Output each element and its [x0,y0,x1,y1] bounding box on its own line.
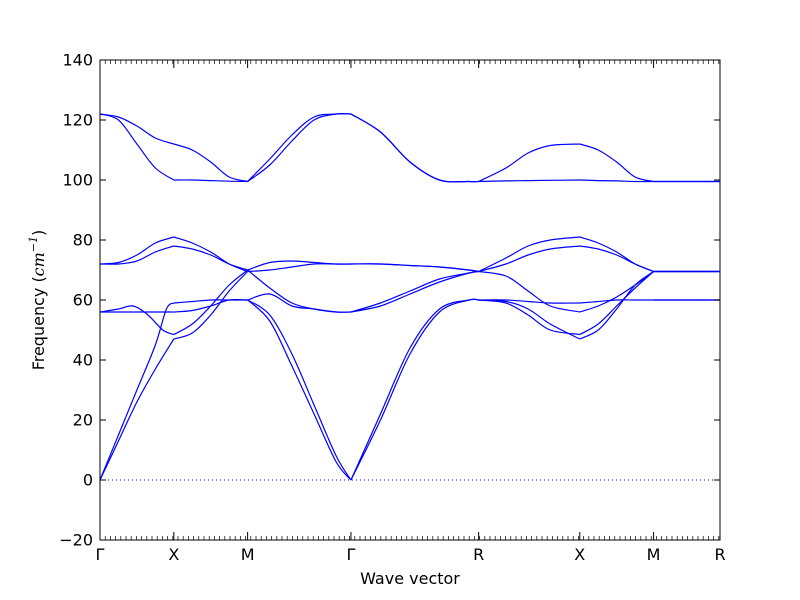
band-line-seg1-b7 [173,143,248,183]
y-tick-label: 20 [73,411,93,430]
band-line-seg5-b5 [579,236,654,273]
band-line-seg4-b0 [478,299,581,340]
band-line-seg0-b1 [99,302,175,481]
band-line-seg4-b1 [478,299,580,304]
x-tick-label: X [168,545,179,564]
y-ticks-layer: −20 0 20 40 60 80 100 120 140 [59,51,720,550]
x-tick-label: R [714,545,725,564]
band-line-seg4-b7 [478,143,580,183]
y-tick-label: 140 [62,51,93,70]
y-tick-label: 80 [73,231,93,250]
band-line-seg4-b3 [478,270,580,313]
x-tick-label: Γ [96,545,105,564]
x-tick-label: R [473,545,484,564]
band-line-seg2-b5 [247,263,351,273]
band-line-seg2-b3 [247,269,351,313]
band-line-seg5-b2 [579,271,654,313]
band-line-seg0-b0 [99,338,175,481]
band-line-seg5-b1 [579,271,654,336]
band-line-seg5-b7 [579,143,654,183]
y-tick-label: 0 [83,471,93,490]
x-tick-label: M [647,545,661,564]
band-line-seg0-b3 [99,305,175,336]
band-line-seg5-b3 [579,299,654,304]
y-tick-label: −20 [59,531,93,550]
x-tick-label: X [574,545,585,564]
x-axis-label: Wave vector [360,569,460,588]
band-line-seg2-b0 [247,299,352,481]
band-line-seg1-b3 [173,299,248,304]
plot-frame [99,59,721,541]
band-line-seg3-b7 [350,113,479,183]
y-tick-label: 100 [62,171,93,190]
band-line-seg4-b5 [478,236,580,273]
band-line-seg2-b7 [247,113,351,182]
band-line-seg4-b4 [478,245,580,273]
band-line-seg2-b1 [247,299,352,481]
y-axis-label: Frequency (cm−1) [27,230,48,371]
y-tick-label: 120 [62,111,93,130]
band-line-seg0-b6 [99,113,175,181]
x-tick-label: Γ [346,545,355,564]
band-line-seg4-b6 [478,179,580,183]
minor-ticks-layer [99,60,720,540]
band-line-seg0-b5 [99,236,174,265]
band-line-seg1-b6 [173,179,248,183]
band-line-seg3-b1 [350,298,479,481]
band-line-seg0-b7 [99,113,174,145]
band-line-seg1-b0 [173,271,249,340]
band-line-seg5-b0 [579,271,654,340]
y-tick-label: 40 [73,351,93,370]
band-line-seg4-b2 [478,299,580,336]
band-line-seg3-b3 [350,270,479,313]
band-line-seg1-b5 [173,236,248,273]
bands-layer [99,112,720,481]
band-line-seg5-b6 [579,179,654,183]
y-tick-label: 60 [73,291,93,310]
x-tick-label: M [241,545,255,564]
band-line-seg3-b5 [350,263,479,273]
band-line-seg0-b4 [99,245,174,265]
